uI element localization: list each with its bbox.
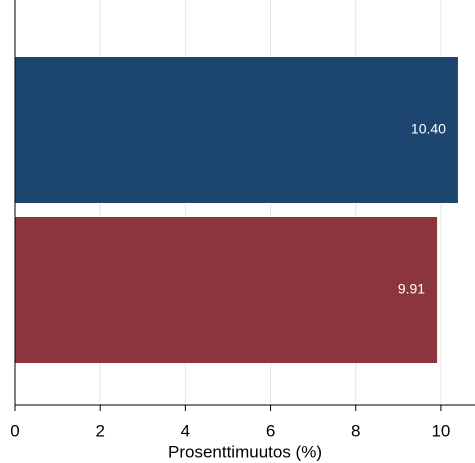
x-tick-label: 0 [10, 421, 19, 440]
bar [15, 217, 438, 363]
x-tick-label: 6 [266, 421, 275, 440]
value-label: 9.91 [398, 281, 425, 297]
x-axis-label: Prosenttimuutos (%) [168, 442, 322, 461]
x-tick-label: 4 [181, 421, 190, 440]
x-tick-label: 10 [431, 421, 450, 440]
x-tick-label: 2 [95, 421, 104, 440]
x-tick-label: 8 [351, 421, 360, 440]
value-label: 10.40 [411, 121, 446, 137]
bar [15, 57, 458, 203]
